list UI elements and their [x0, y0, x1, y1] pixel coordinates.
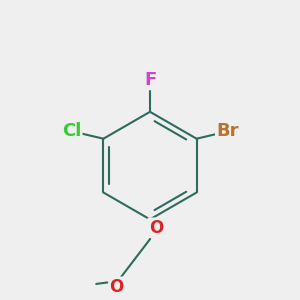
Text: O: O — [149, 219, 163, 237]
Text: O: O — [110, 278, 124, 296]
Text: F: F — [144, 71, 156, 89]
Text: Br: Br — [216, 122, 239, 140]
Text: Cl: Cl — [62, 122, 81, 140]
